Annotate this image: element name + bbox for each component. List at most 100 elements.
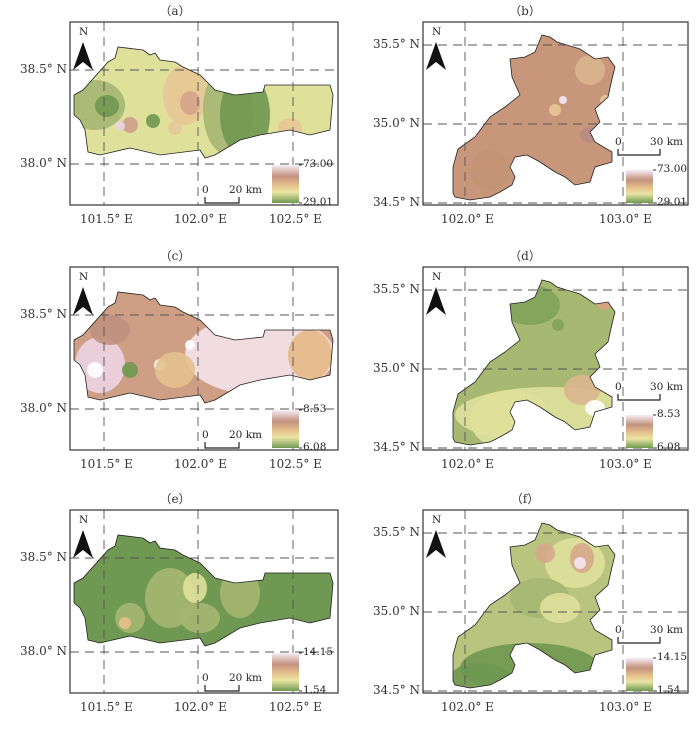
- latitude-tick-label: 35.5° N: [373, 37, 421, 51]
- legend-min-label: 6.08: [657, 441, 681, 453]
- latitude-tick-label: 38.5° N: [20, 62, 68, 76]
- legend-min-label: 29.01: [657, 196, 688, 208]
- value-zone: [74, 80, 125, 130]
- north-label: N: [79, 271, 89, 283]
- value-zone: [453, 663, 510, 688]
- longitude-tick-label: 103.0° E: [599, 457, 652, 471]
- longitude-tick-label: 103.0° E: [599, 700, 652, 714]
- value-zone: [470, 390, 550, 445]
- scale-zero-label: 0: [615, 381, 622, 393]
- latitude-tick-label: 35.0° N: [373, 116, 421, 130]
- legend-min-label: 1.54: [303, 684, 327, 696]
- latitude-tick-label: 34.5° N: [373, 683, 421, 697]
- map-canvas: [422, 509, 689, 694]
- value-zone: [559, 96, 567, 104]
- legend-max-label: 8.53: [657, 408, 681, 420]
- map-panel-d: （d） N 102.0° E 103.0° E 35.5° N 35.0° N 34.5° …: [350, 245, 700, 488]
- latitude-tick-label: 35.5° N: [373, 282, 421, 296]
- longitude-tick-label: 103.0° E: [599, 212, 652, 226]
- map-panel-f: （f） N 102.0° E 103.0° E 35.5° N 35.0° N 34.5° …: [350, 488, 700, 731]
- map-frame: [422, 21, 689, 206]
- scale-bar: [204, 685, 240, 692]
- north-arrow-icon: [73, 42, 93, 70]
- legend-max-label: 14.15: [657, 651, 688, 663]
- value-zone: [115, 603, 145, 633]
- value-zone: [552, 319, 564, 331]
- value-zone: [168, 121, 182, 135]
- latitude-tick-label: 38.0° N: [20, 401, 68, 415]
- scale-distance-label: 20 km: [229, 184, 263, 196]
- value-zone: [288, 330, 332, 380]
- panel-title: （b）: [509, 4, 541, 18]
- north-label: N: [432, 514, 442, 526]
- legend-min-label: 29.01: [303, 196, 334, 208]
- value-zone: [90, 315, 130, 345]
- map-panel-a: （a） N 101.5° E 102.0° E 102.5° E 38.5° N 38.0°…: [0, 0, 350, 243]
- region-boundary: [73, 534, 334, 647]
- legend-max-label: 73.00: [303, 158, 334, 170]
- scale-bar: [617, 149, 661, 156]
- panel-title: （d）: [509, 249, 541, 263]
- value-zone: [180, 603, 220, 633]
- latitude-tick-label: 38.0° N: [20, 156, 68, 170]
- longitude-tick-label: 101.5° E: [80, 457, 133, 471]
- value-zone: [220, 568, 260, 618]
- latitude-tick-label: 34.5° N: [373, 195, 421, 209]
- north-label: N: [79, 514, 89, 526]
- longitude-tick-label: 102.0° E: [174, 700, 227, 714]
- legend-max-label: 73.00: [657, 163, 688, 175]
- north-arrow-icon: [73, 530, 93, 558]
- map-canvas: [69, 266, 339, 451]
- value-zone: [180, 91, 200, 115]
- value-zone: [183, 573, 207, 603]
- legend-max-label: 14.15: [303, 646, 334, 658]
- longitude-tick-label: 102.5° E: [269, 700, 322, 714]
- panel-title: （e）: [159, 492, 191, 506]
- value-zone: [500, 285, 560, 325]
- map-frame: [69, 509, 339, 694]
- value-zone: [220, 73, 270, 157]
- scale-bar: [617, 394, 661, 401]
- value-zone: [87, 362, 103, 378]
- region-boundary: [452, 279, 616, 446]
- value-zone: [155, 352, 195, 388]
- value-zone: [95, 95, 119, 117]
- latitude-tick-label: 35.0° N: [373, 604, 421, 618]
- map-frame: [69, 266, 339, 451]
- map-frame: [422, 509, 689, 694]
- north-arrow-icon: [426, 287, 446, 315]
- color-legend-bar: [272, 653, 299, 691]
- legend-min-label: 6.08: [303, 441, 327, 453]
- map-canvas: [69, 21, 339, 206]
- latitude-tick-label: 38.5° N: [20, 550, 68, 564]
- map-panel-c: （c） N 101.5° E 102.0° E 102.5° E 38.5° N 38.0°…: [0, 245, 350, 488]
- legend-max-label: 8.53: [303, 403, 327, 415]
- north-arrow-icon: [426, 42, 446, 70]
- value-zone: [585, 400, 605, 416]
- value-zone: [575, 55, 605, 85]
- value-zone: [122, 362, 138, 378]
- value-zone: [580, 127, 600, 143]
- north-arrow-icon: [73, 287, 93, 315]
- panel-title: （a）: [159, 4, 191, 18]
- latitude-tick-label: 35.0° N: [373, 361, 421, 375]
- value-zone: [535, 543, 555, 563]
- scale-distance-label: 20 km: [229, 429, 263, 441]
- value-zone: [470, 150, 510, 190]
- scale-distance-label: 30 km: [650, 136, 684, 148]
- value-zone: [146, 114, 160, 128]
- scale-distance-label: 30 km: [650, 381, 684, 393]
- map-canvas: [422, 21, 689, 206]
- north-label: N: [432, 26, 442, 38]
- region-boundary: [452, 34, 616, 201]
- value-zone: [540, 593, 580, 623]
- value-zone: [115, 121, 125, 131]
- latitude-tick-label: 35.5° N: [373, 525, 421, 539]
- color-legend-bar: [626, 658, 653, 691]
- latitude-tick-label: 38.5° N: [20, 307, 68, 321]
- scale-bar: [617, 637, 661, 644]
- map-canvas: [422, 266, 689, 451]
- region-boundary: [452, 522, 616, 689]
- north-arrow-icon: [426, 530, 446, 558]
